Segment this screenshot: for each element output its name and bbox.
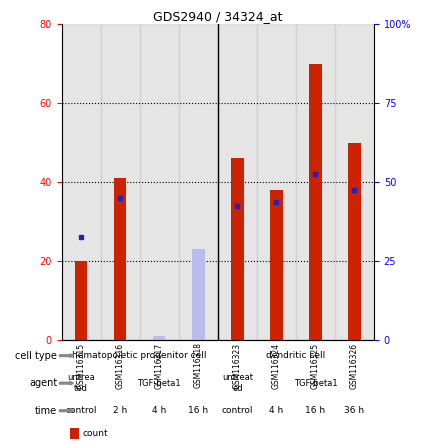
Bar (296, 24, 335, 340)
Text: agent: agent (29, 378, 57, 388)
Text: 36 h: 36 h (344, 406, 365, 415)
Bar (192, 249, 204, 340)
Bar (140, 24, 179, 340)
Bar (257, 24, 296, 340)
Text: hematopoietic progenitor cell: hematopoietic progenitor cell (73, 351, 207, 360)
Bar (75, 261, 88, 340)
Text: count: count (82, 429, 108, 438)
Text: TGF-beta1: TGF-beta1 (294, 379, 337, 388)
Text: 16 h: 16 h (188, 406, 208, 415)
Bar (335, 24, 374, 340)
Text: 16 h: 16 h (306, 406, 326, 415)
Title: GDS2940 / 34324_at: GDS2940 / 34324_at (153, 10, 283, 23)
Text: dendritic cell: dendritic cell (266, 351, 326, 360)
Bar (270, 190, 283, 340)
Text: 4 h: 4 h (152, 406, 166, 415)
Bar (192, 253, 204, 340)
Bar (218, 24, 257, 340)
Text: untreat
ed: untreat ed (222, 373, 253, 393)
Text: time: time (35, 406, 57, 416)
Bar (114, 178, 127, 340)
Text: 4 h: 4 h (269, 406, 283, 415)
Bar (231, 159, 244, 340)
Text: TGF-beta1: TGF-beta1 (137, 379, 181, 388)
Text: 2 h: 2 h (113, 406, 128, 415)
Text: untrea
ted: untrea ted (67, 373, 95, 393)
Bar (309, 64, 322, 340)
Bar (348, 143, 361, 340)
Bar (62, 24, 101, 340)
Bar (179, 24, 218, 340)
Text: control: control (65, 406, 97, 415)
Text: control: control (221, 406, 253, 415)
Text: cell type: cell type (15, 351, 57, 361)
Bar (101, 24, 140, 340)
Bar (153, 336, 165, 340)
